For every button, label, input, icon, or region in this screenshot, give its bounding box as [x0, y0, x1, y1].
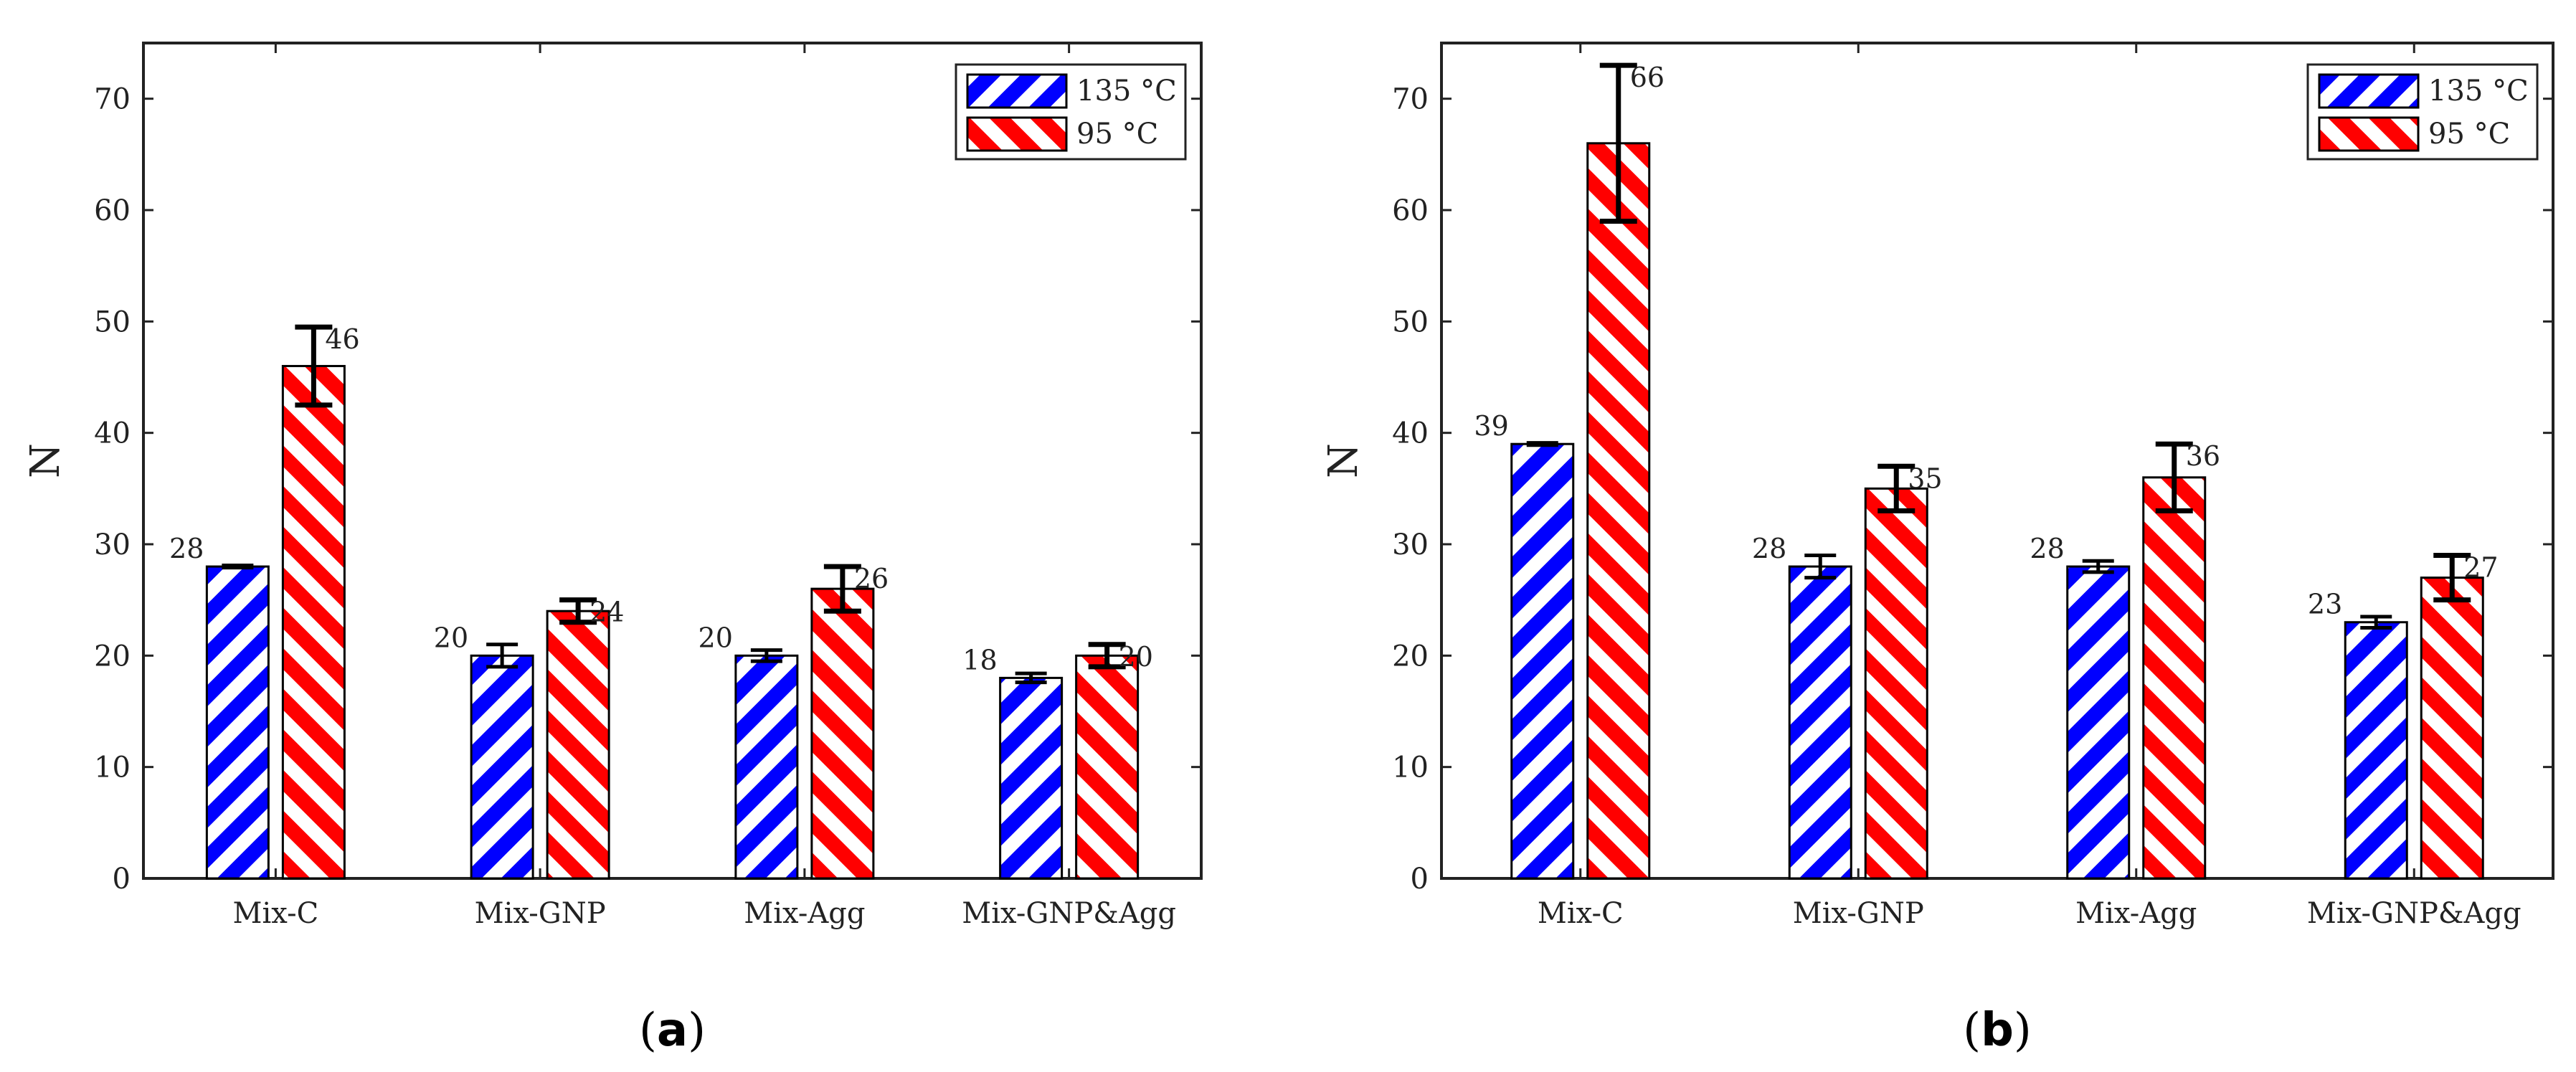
data-label: 35 [1908, 463, 1942, 494]
y-tick-label: 10 [1392, 751, 1429, 784]
data-label: 46 [325, 323, 359, 355]
legend-swatch-95c [966, 116, 1068, 152]
bar-95c-mix-c [281, 364, 346, 880]
y-tick-label: 40 [94, 417, 131, 450]
y-tick-label: 70 [1392, 83, 1429, 116]
data-label: 27 [2463, 552, 2498, 584]
bar-95c-mix-gnp [546, 609, 610, 880]
legend-label: 95 °C [1076, 118, 1158, 151]
bar-95c-mix-gnp-agg [1075, 654, 1140, 880]
chart-panel-b: 0 10 20 30 40 50 60 70 N Mix-C 39 66 Mix-GNP 28 35 Mix-… [1320, 42, 2554, 1057]
data-label: 36 [2186, 440, 2220, 472]
panel-label-letter: a [657, 1004, 688, 1057]
bar-95c-mix-gnp-agg [2420, 577, 2484, 880]
bar-135c-mix-c [1510, 442, 1575, 880]
y-tick-label: 40 [1392, 417, 1429, 450]
x-tick-label: Mix-GNP [1793, 897, 1924, 930]
y-tick-label: 50 [94, 305, 131, 338]
panel-label: (a) [639, 1004, 706, 1057]
y-tick-label: 30 [1392, 528, 1429, 561]
bar-95c-mix-agg [810, 587, 875, 880]
panel-label-letter: b [1981, 1004, 2014, 1057]
data-label: 26 [854, 563, 889, 594]
panel-label-paren-close: ) [2014, 1004, 2032, 1057]
plot-area-frame [1440, 42, 2554, 880]
bar-95c-mix-c [1586, 142, 1651, 880]
bar-135c-mix-gnp [470, 654, 534, 880]
legend-label: 135 °C [1076, 75, 1177, 108]
panel-label-paren-open: ( [1963, 1004, 1981, 1057]
bar-95c-mix-gnp [1864, 487, 1928, 880]
data-label: 23 [2308, 589, 2342, 620]
bar-135c-mix-c [205, 565, 270, 880]
x-tick-label: Mix-Agg [2075, 897, 2197, 930]
y-tick-label: 60 [94, 194, 131, 227]
y-tick-label: 30 [94, 528, 131, 561]
bar-95c-mix-agg [2142, 476, 2207, 880]
data-label: 18 [962, 644, 997, 675]
bar-135c-mix-agg [734, 654, 799, 880]
data-label: 28 [169, 533, 204, 564]
x-tick-label: Mix-GNP [475, 897, 606, 930]
panel-label: (b) [1963, 1004, 2032, 1057]
chart-panel-a: 0 10 20 30 40 50 60 70 N Mix-C 28 46 Mix-GNP 20 24 Mix-… [22, 42, 1203, 1057]
y-axis-label: N [22, 443, 69, 478]
x-tick-label: Mix-C [233, 897, 319, 930]
data-label: 28 [1752, 533, 1786, 564]
y-tick-label: 60 [1392, 194, 1429, 227]
x-tick-label: Mix-GNP&Agg [962, 897, 1176, 930]
y-tick-label: 20 [94, 640, 131, 673]
y-tick-label: 0 [113, 863, 131, 896]
legend-label: 95 °C [2428, 118, 2510, 151]
y-tick-label: 0 [1411, 863, 1429, 896]
plot-area-frame [142, 42, 1203, 880]
data-label: 20 [1119, 641, 1153, 673]
data-label: 20 [434, 622, 468, 653]
bar-135c-mix-agg [2066, 565, 2131, 880]
bar-135c-mix-gnp [1788, 565, 1852, 880]
y-tick-label: 50 [1392, 305, 1429, 338]
legend: 135 °C 95 °C [955, 63, 1187, 161]
legend-swatch-135c [2318, 73, 2420, 109]
x-tick-label: Mix-GNP&Agg [2307, 897, 2521, 930]
legend-label: 135 °C [2428, 75, 2529, 108]
y-tick-label: 70 [94, 83, 131, 116]
y-tick-label: 20 [1392, 640, 1429, 673]
data-label: 39 [1474, 410, 1508, 442]
data-label: 24 [589, 597, 624, 628]
data-label: 20 [699, 622, 733, 653]
x-tick-label: Mix-Agg [744, 897, 865, 930]
legend-swatch-95c [2318, 116, 2420, 152]
y-tick-label: 10 [94, 751, 131, 784]
data-label: 28 [2030, 533, 2064, 564]
x-tick-label: Mix-C [1538, 897, 1624, 930]
panel-label-paren-open: ( [639, 1004, 657, 1057]
y-axis-label: N [1320, 443, 1367, 478]
legend: 135 °C 95 °C [2306, 63, 2539, 161]
bar-135c-mix-gnp-agg [999, 676, 1064, 880]
panel-label-paren-close: ) [688, 1004, 706, 1057]
legend-swatch-135c [966, 73, 1068, 109]
bar-135c-mix-gnp-agg [2344, 621, 2408, 880]
data-label: 66 [1630, 62, 1665, 93]
